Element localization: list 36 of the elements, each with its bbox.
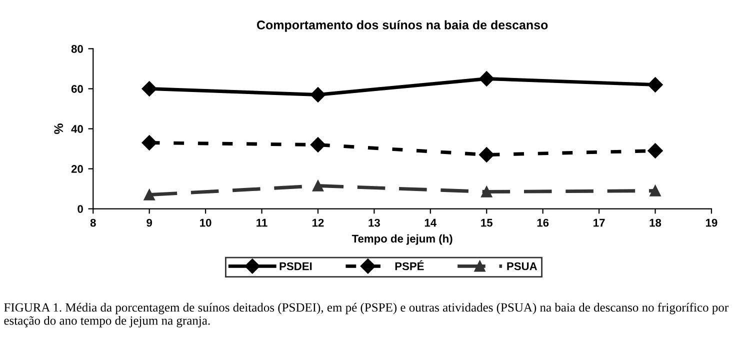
x-tick-label: 11 [256, 218, 268, 227]
point [648, 77, 663, 92]
chart-title: Comportamento dos suínos na baia de descanso [256, 20, 548, 32]
x-tick-label: 14 [424, 218, 437, 227]
point [650, 185, 661, 196]
legend-label: PSDEI [280, 262, 312, 270]
text: FIGURA 1. Média da porcentagem de suínos deitados (PSDEI), em pé (PSPE) e outras atividades (PSUA) na baia de descanso no frigorífico por estação do ano tempo de jejum na granja. [4, 302, 728, 328]
point [648, 143, 663, 158]
x-tick-label: 17 [594, 218, 605, 227]
x-tick-label: 9 [146, 218, 152, 227]
x-tick-label: 10 [200, 218, 212, 227]
y-tick-label: 60 [71, 85, 83, 93]
x-tick-label: 8 [90, 218, 96, 227]
x-tick-label: 15 [481, 218, 492, 227]
y-tick-label: 40 [71, 125, 83, 133]
x-tick-label: 18 [650, 218, 662, 227]
point [479, 71, 494, 86]
legend-label: PSPÉ [395, 260, 424, 270]
legend-label: PSUA [507, 262, 538, 270]
point [310, 137, 326, 152]
x-tick-label: 19 [706, 218, 718, 227]
x-axis-title: Tempo de jejum (h) [352, 234, 452, 245]
x-tick-label: 13 [368, 218, 380, 227]
x-tick-label: 12 [312, 218, 324, 227]
y-axis-title: % [54, 124, 63, 134]
point [144, 189, 155, 200]
point [312, 180, 324, 192]
point [142, 81, 157, 96]
y-tick-label: 0 [78, 205, 83, 213]
point [481, 186, 492, 198]
y-tick-label: 20 [71, 165, 83, 173]
point [142, 135, 157, 150]
y-tick-label: 80 [71, 44, 83, 53]
point [310, 87, 326, 102]
x-tick-label: 16 [537, 218, 549, 227]
point [479, 147, 494, 162]
